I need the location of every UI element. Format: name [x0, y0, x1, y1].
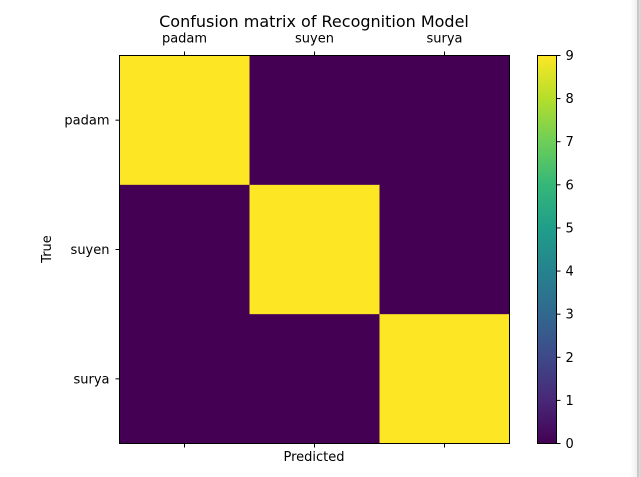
colorbar-ticks: 0 1 2 3 4 5 6 7 8 9: [556, 49, 574, 452]
y-axis-ticks: padam suyen surya: [64, 114, 120, 387]
colorbar-tick-label: 2: [566, 351, 574, 366]
chart-title: Confusion matrix of Recognition Model: [159, 12, 469, 31]
x-tick-label: surya: [426, 32, 462, 47]
colorbar: [537, 55, 557, 444]
x-axis-label: Predicted: [283, 450, 344, 465]
heatmap-cell: [119, 314, 250, 444]
colorbar-tick-label: 1: [566, 394, 574, 409]
heatmap-cell: [249, 55, 380, 186]
heatmap-cell: [379, 55, 510, 186]
colorbar-tick-label: 5: [566, 221, 574, 236]
colorbar-tick-label: 3: [566, 308, 574, 323]
colorbar-tick-label: 6: [566, 178, 574, 193]
x-tick-label: suyen: [295, 32, 334, 47]
heatmap-cell: [249, 314, 380, 444]
y-tick-label: padam: [64, 114, 109, 129]
heatmap-cell: [379, 184, 510, 315]
window-edge-line: [637, 0, 639, 477]
heatmap-cell: [119, 55, 250, 186]
colorbar-tick-label: 8: [566, 92, 574, 107]
window-edge-shadow: [630, 0, 641, 477]
heatmap-cells: [119, 55, 510, 444]
y-tick-label: suyen: [71, 243, 110, 258]
colorbar-tick-label: 7: [566, 135, 574, 150]
x-tick-label: padam: [162, 32, 207, 47]
y-tick-label: surya: [73, 372, 109, 387]
colorbar-tick-label: 4: [566, 265, 574, 280]
heatmap-cell: [119, 184, 250, 315]
y-axis-label: True: [40, 235, 55, 264]
colorbar-tick-label: 9: [566, 49, 574, 64]
x-axis-ticks: padam suyen surya: [162, 32, 463, 448]
heatmap-cell: [249, 184, 380, 315]
colorbar-tick-label: 0: [566, 437, 574, 452]
heatmap-cell: [379, 314, 510, 444]
